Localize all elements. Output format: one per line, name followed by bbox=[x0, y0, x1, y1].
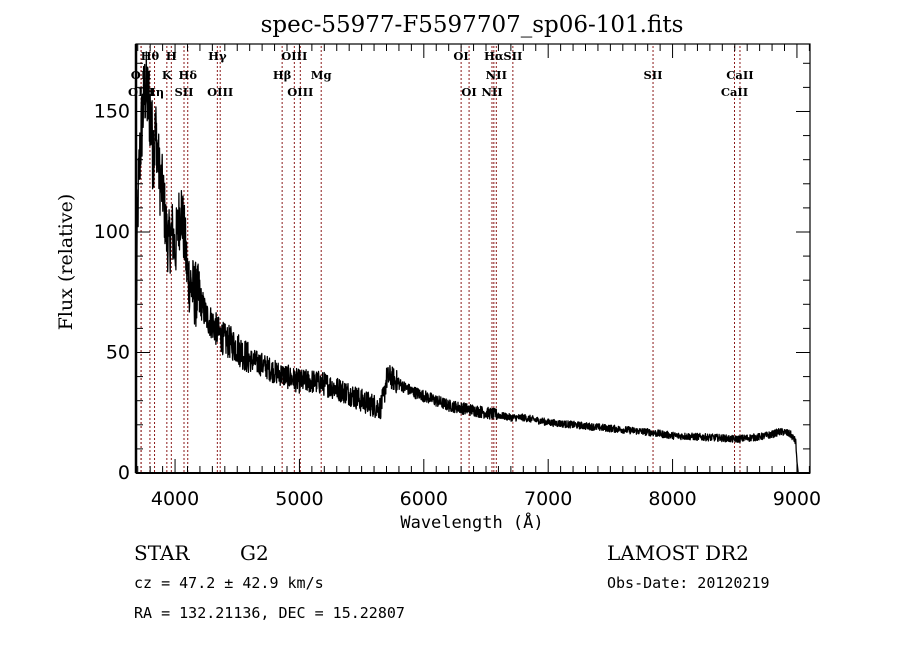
y-tick-label: 50 bbox=[106, 341, 130, 363]
object-subclass: G2 bbox=[240, 541, 269, 565]
emission-line-label: Hα bbox=[484, 49, 504, 63]
coordinates-text: RA = 132.21136, DEC = 15.22807 bbox=[134, 604, 405, 622]
emission-line-label: NII bbox=[486, 68, 507, 82]
x-tick-label: 5000 bbox=[275, 488, 323, 510]
x-tick-label: 8000 bbox=[648, 488, 696, 510]
emission-line-label: OI bbox=[461, 85, 476, 99]
y-axis-ticks: 0 50 100 150 bbox=[94, 62, 810, 484]
chart-title: spec-55977-F5597707_sp06-101.fits bbox=[261, 12, 684, 38]
emission-line-label: OIII bbox=[207, 85, 233, 99]
x-axis-ticks: 4000 5000 6000 7000 8000 9000 bbox=[137, 44, 821, 510]
emission-line-label: Hθ bbox=[141, 49, 160, 63]
x-axis-label: Wavelength (Å) bbox=[400, 511, 543, 533]
emission-line-label: SII bbox=[643, 68, 662, 82]
object-class: STAR bbox=[134, 541, 190, 565]
spectrum-line bbox=[135, 51, 799, 474]
x-tick-label: 6000 bbox=[400, 488, 448, 510]
emission-line-label: OIII bbox=[281, 49, 307, 63]
redshift-text: cz = 47.2 ± 42.9 km/s bbox=[134, 574, 324, 592]
emission-line-label: Hβ bbox=[273, 68, 292, 82]
emission-line-label: OIII bbox=[287, 85, 313, 99]
emission-line-markers bbox=[140, 46, 741, 473]
x-tick-label: 4000 bbox=[151, 488, 199, 510]
x-tick-label: 9000 bbox=[773, 488, 821, 510]
y-tick-label: 150 bbox=[94, 100, 130, 122]
emission-line-label: SII bbox=[503, 49, 522, 63]
emission-line-label: NII bbox=[481, 85, 502, 99]
emission-line-label: H bbox=[166, 49, 177, 63]
y-axis-label: Flux (relative) bbox=[55, 194, 77, 331]
survey-name: LAMOST DR2 bbox=[607, 541, 749, 565]
emission-line-label: CaII bbox=[721, 85, 748, 99]
x-tick-label: 7000 bbox=[524, 488, 572, 510]
emission-line-label: Hγ bbox=[208, 49, 227, 63]
emission-line-label: SII bbox=[174, 85, 193, 99]
y-tick-label: 0 bbox=[118, 462, 130, 484]
emission-line-label: K bbox=[162, 68, 173, 82]
emission-line-label: CaII bbox=[726, 68, 753, 82]
y-tick-label: 100 bbox=[94, 221, 130, 243]
emission-line-label: OI bbox=[453, 49, 468, 63]
emission-line-label: Mg bbox=[311, 68, 332, 82]
obs-date-text: Obs-Date: 20120219 bbox=[607, 574, 770, 592]
emission-line-label: Hδ bbox=[178, 68, 197, 82]
